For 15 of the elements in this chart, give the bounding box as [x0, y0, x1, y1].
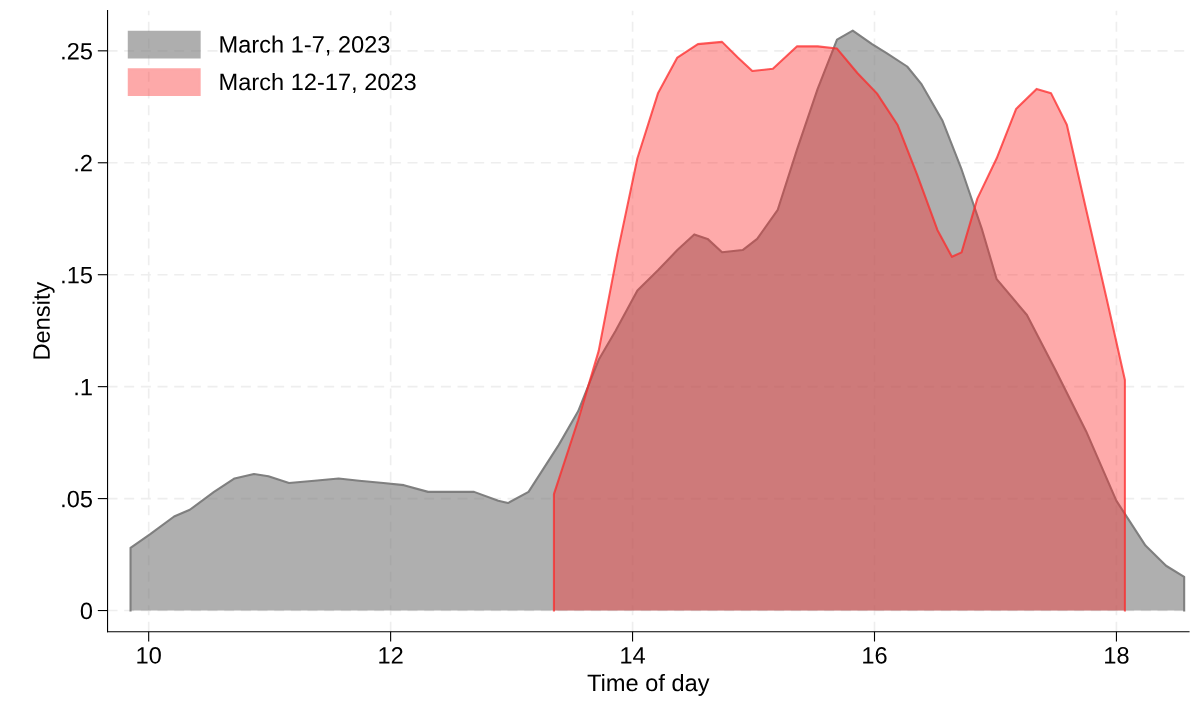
x-tick-label: 12: [379, 647, 403, 664]
legend-label: March 1-7, 2023: [220, 35, 390, 56]
y-axis-title: Density: [32, 281, 55, 359]
y-tick-label: .1: [75, 378, 92, 396]
x-tick-label: 16: [863, 647, 887, 664]
y-tick-label: .25: [62, 42, 92, 60]
x-axis-title: Time of day: [587, 673, 710, 696]
legend-label: March 12-17, 2023: [220, 72, 416, 94]
x-tick-label: 10: [137, 647, 161, 664]
y-tick-label: 0: [80, 602, 93, 620]
x-tick-label: 14: [621, 647, 645, 664]
x-tick-label: 18: [1105, 647, 1129, 664]
y-tick-label: .05: [62, 490, 92, 508]
y-tick-label: .2: [75, 154, 92, 172]
y-tick-label: .15: [62, 267, 92, 284]
